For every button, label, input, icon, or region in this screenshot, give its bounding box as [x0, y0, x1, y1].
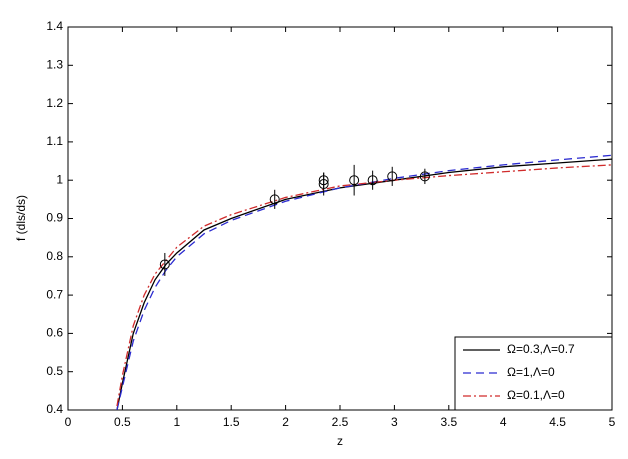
x-tick-label: 4.5	[549, 415, 566, 429]
y-tick-label: 1.3	[46, 57, 63, 71]
x-tick-label: 5	[609, 415, 616, 429]
y-tick-label: 0.8	[46, 249, 63, 263]
x-tick-label: 2	[282, 415, 289, 429]
y-tick-label: 0.6	[46, 326, 63, 340]
x-tick-label: 1.5	[223, 415, 240, 429]
data-point	[387, 171, 398, 182]
data-point	[367, 175, 378, 186]
x-axis-label: z	[337, 434, 343, 448]
y-tick-label: 0.9	[46, 211, 63, 225]
y-tick-label: 1	[56, 172, 63, 186]
y-tick-label: 1.1	[46, 134, 63, 148]
data-point	[269, 194, 280, 205]
data-point	[419, 171, 430, 182]
x-tick-label: 0	[65, 415, 72, 429]
x-tick-label: 3.5	[440, 415, 457, 429]
data-point	[159, 259, 170, 270]
y-tick-label: 0.5	[46, 364, 63, 378]
x-tick-label: 1	[173, 415, 180, 429]
data-point	[349, 175, 360, 186]
y-tick-label: 0.4	[46, 402, 63, 416]
x-tick-label: 2.5	[332, 415, 349, 429]
legend-label: Ω=0.1,Λ=0	[507, 388, 565, 402]
x-tick-label: 3	[391, 415, 398, 429]
line	[116, 154, 612, 410]
y-tick-label: 0.7	[46, 287, 63, 301]
y-tick-label: 1.2	[46, 96, 63, 110]
data-point	[318, 179, 329, 190]
line	[116, 164, 612, 407]
y-axis-label: f (dls/ds)	[14, 195, 28, 241]
x-tick-label: 4	[500, 415, 507, 429]
y-tick-label: 1.4	[46, 19, 63, 33]
line	[116, 158, 612, 410]
legend-label: Ω=0.3,Λ=0.7	[507, 342, 575, 356]
x-tick-label: 0.5	[114, 415, 131, 429]
legend-label: Ω=1,Λ=0	[507, 365, 555, 379]
